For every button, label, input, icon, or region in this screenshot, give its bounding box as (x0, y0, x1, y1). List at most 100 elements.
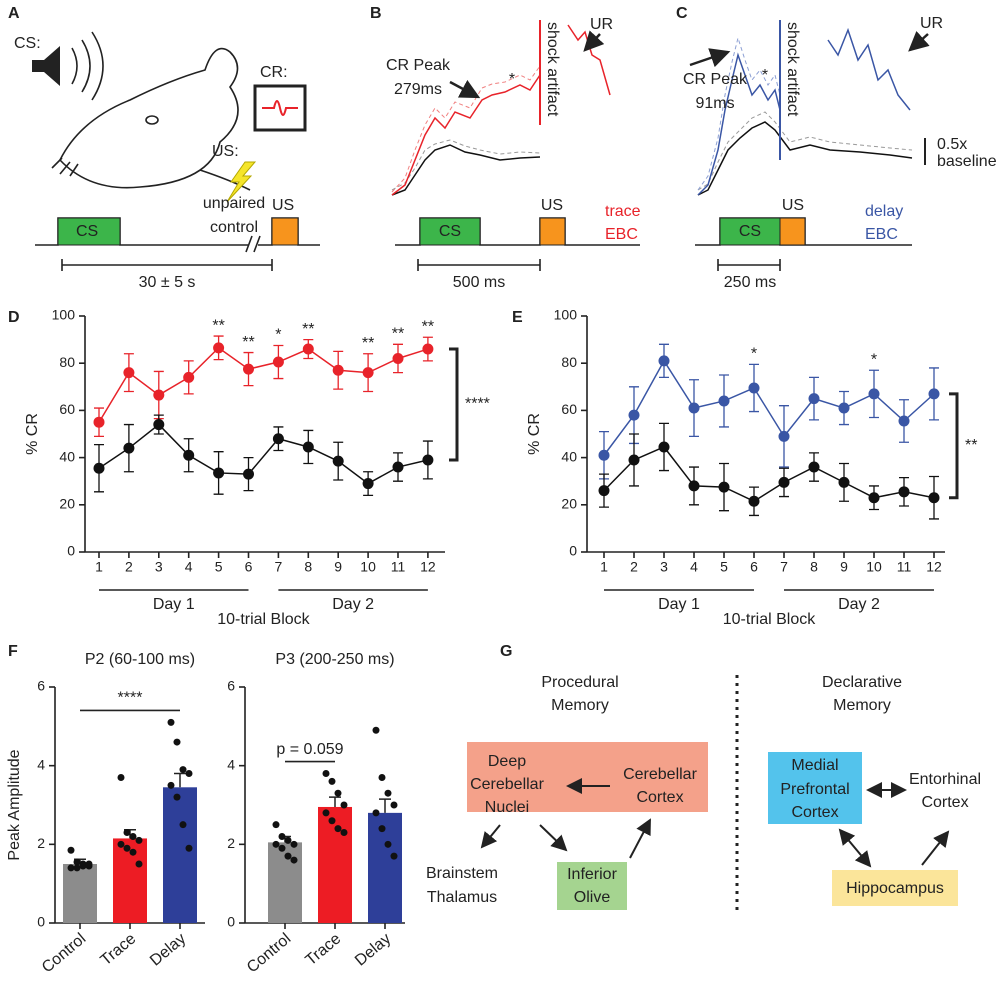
ur-trace (567, 24, 611, 96)
us-label: US: (212, 143, 239, 160)
bar (63, 864, 97, 923)
data-point (322, 770, 330, 778)
cs-box (719, 217, 781, 246)
data-point (384, 789, 392, 797)
y-tick-label: 2 (37, 835, 45, 851)
x-tick-label: 10 (360, 559, 376, 575)
x-tick-label: 5 (215, 559, 223, 575)
us-text: US (541, 197, 563, 214)
shock-text: shock artifact (784, 22, 801, 117)
data-point (372, 809, 380, 817)
y-tick-label: 20 (561, 496, 577, 512)
trace-cr (391, 74, 541, 196)
point (213, 467, 225, 479)
data-point (173, 793, 181, 801)
point (332, 364, 344, 376)
speaker (32, 46, 60, 86)
y-tick-label: 20 (59, 496, 75, 512)
y-tick-label: 40 (59, 448, 75, 464)
point (243, 363, 254, 375)
star: * (762, 67, 768, 84)
chart-title: P2 (60-100 ms) (85, 651, 195, 668)
condition: delay (865, 203, 903, 220)
data-point (167, 718, 175, 726)
node-label: Nuclei (485, 799, 529, 816)
condition: EBC (865, 226, 898, 243)
significance: * (871, 351, 877, 368)
scale-bar (417, 259, 541, 271)
interval-text: 30 ± 5 s (139, 274, 196, 291)
data-point (278, 832, 286, 840)
cr-peak: CR Peak (683, 71, 748, 88)
y-tick-label: 6 (37, 678, 45, 694)
shock-icon (226, 161, 257, 203)
data-point (372, 726, 380, 734)
significance: ** (212, 317, 224, 334)
x-tick-label: 5 (720, 559, 728, 575)
y-tick-label: 60 (561, 401, 577, 417)
unpaired-text: unpaired (203, 195, 265, 212)
cr-peak-time: 91ms (695, 95, 734, 112)
x-tick-label: 11 (897, 559, 912, 575)
node-label: Thalamus (427, 889, 497, 906)
node-label: Medial (791, 757, 838, 774)
data-point (322, 809, 330, 817)
group-title: Memory (833, 697, 891, 714)
y-tick-label: 100 (554, 307, 578, 323)
cr-peak-time: 279ms (394, 81, 442, 98)
panel-label: G (500, 643, 512, 660)
point (898, 486, 910, 498)
data-point (85, 860, 93, 868)
control-sem (697, 111, 913, 191)
y-tick-label: 2 (227, 835, 235, 851)
point (302, 441, 314, 453)
data-point (117, 773, 125, 781)
data-point (135, 860, 143, 868)
delay-cr (697, 52, 781, 196)
comparison-label: p = 0.059 (276, 741, 343, 758)
point (688, 402, 700, 414)
point (778, 430, 790, 442)
data-point (284, 852, 292, 860)
point (123, 442, 135, 454)
data-point (73, 864, 81, 872)
point (838, 476, 850, 488)
control-trace (391, 144, 541, 196)
break-mark (245, 235, 261, 253)
point (183, 371, 195, 383)
significance: ** (302, 321, 314, 338)
scale-y-text: 0.5x (937, 136, 967, 153)
point (243, 468, 254, 480)
whiskers (51, 157, 251, 191)
scale-text: 500 ms (453, 274, 505, 291)
data-point (173, 738, 181, 746)
data-point (334, 825, 342, 833)
bar (163, 787, 197, 923)
cr-box (253, 84, 307, 132)
x-tick-label: 12 (926, 559, 942, 575)
group-title: Procedural (541, 674, 618, 691)
point (272, 356, 284, 368)
data-point (334, 789, 342, 797)
x-tick-label: 7 (780, 559, 788, 575)
point (748, 495, 760, 507)
scale-y-text: baseline (937, 153, 997, 170)
us-box (779, 217, 806, 246)
error-bar (379, 798, 391, 813)
data-point (129, 832, 137, 840)
error-bar (329, 796, 341, 807)
point (928, 388, 940, 400)
group-title: Declarative (822, 674, 902, 691)
bar (318, 806, 352, 923)
group-label: Day 2 (332, 596, 374, 613)
shock-text: shock artifact (544, 22, 561, 117)
node-label: Prefrontal (780, 781, 849, 798)
us-box (271, 217, 299, 246)
panel-b: shock artifact UR CR Peak 279ms * CS US … (386, 16, 641, 291)
panel-label: A (8, 5, 20, 22)
point (153, 389, 165, 401)
data-point (123, 844, 131, 852)
chart-title: P3 (200-250 ms) (275, 651, 394, 668)
data-point (167, 781, 175, 789)
point (688, 480, 700, 492)
